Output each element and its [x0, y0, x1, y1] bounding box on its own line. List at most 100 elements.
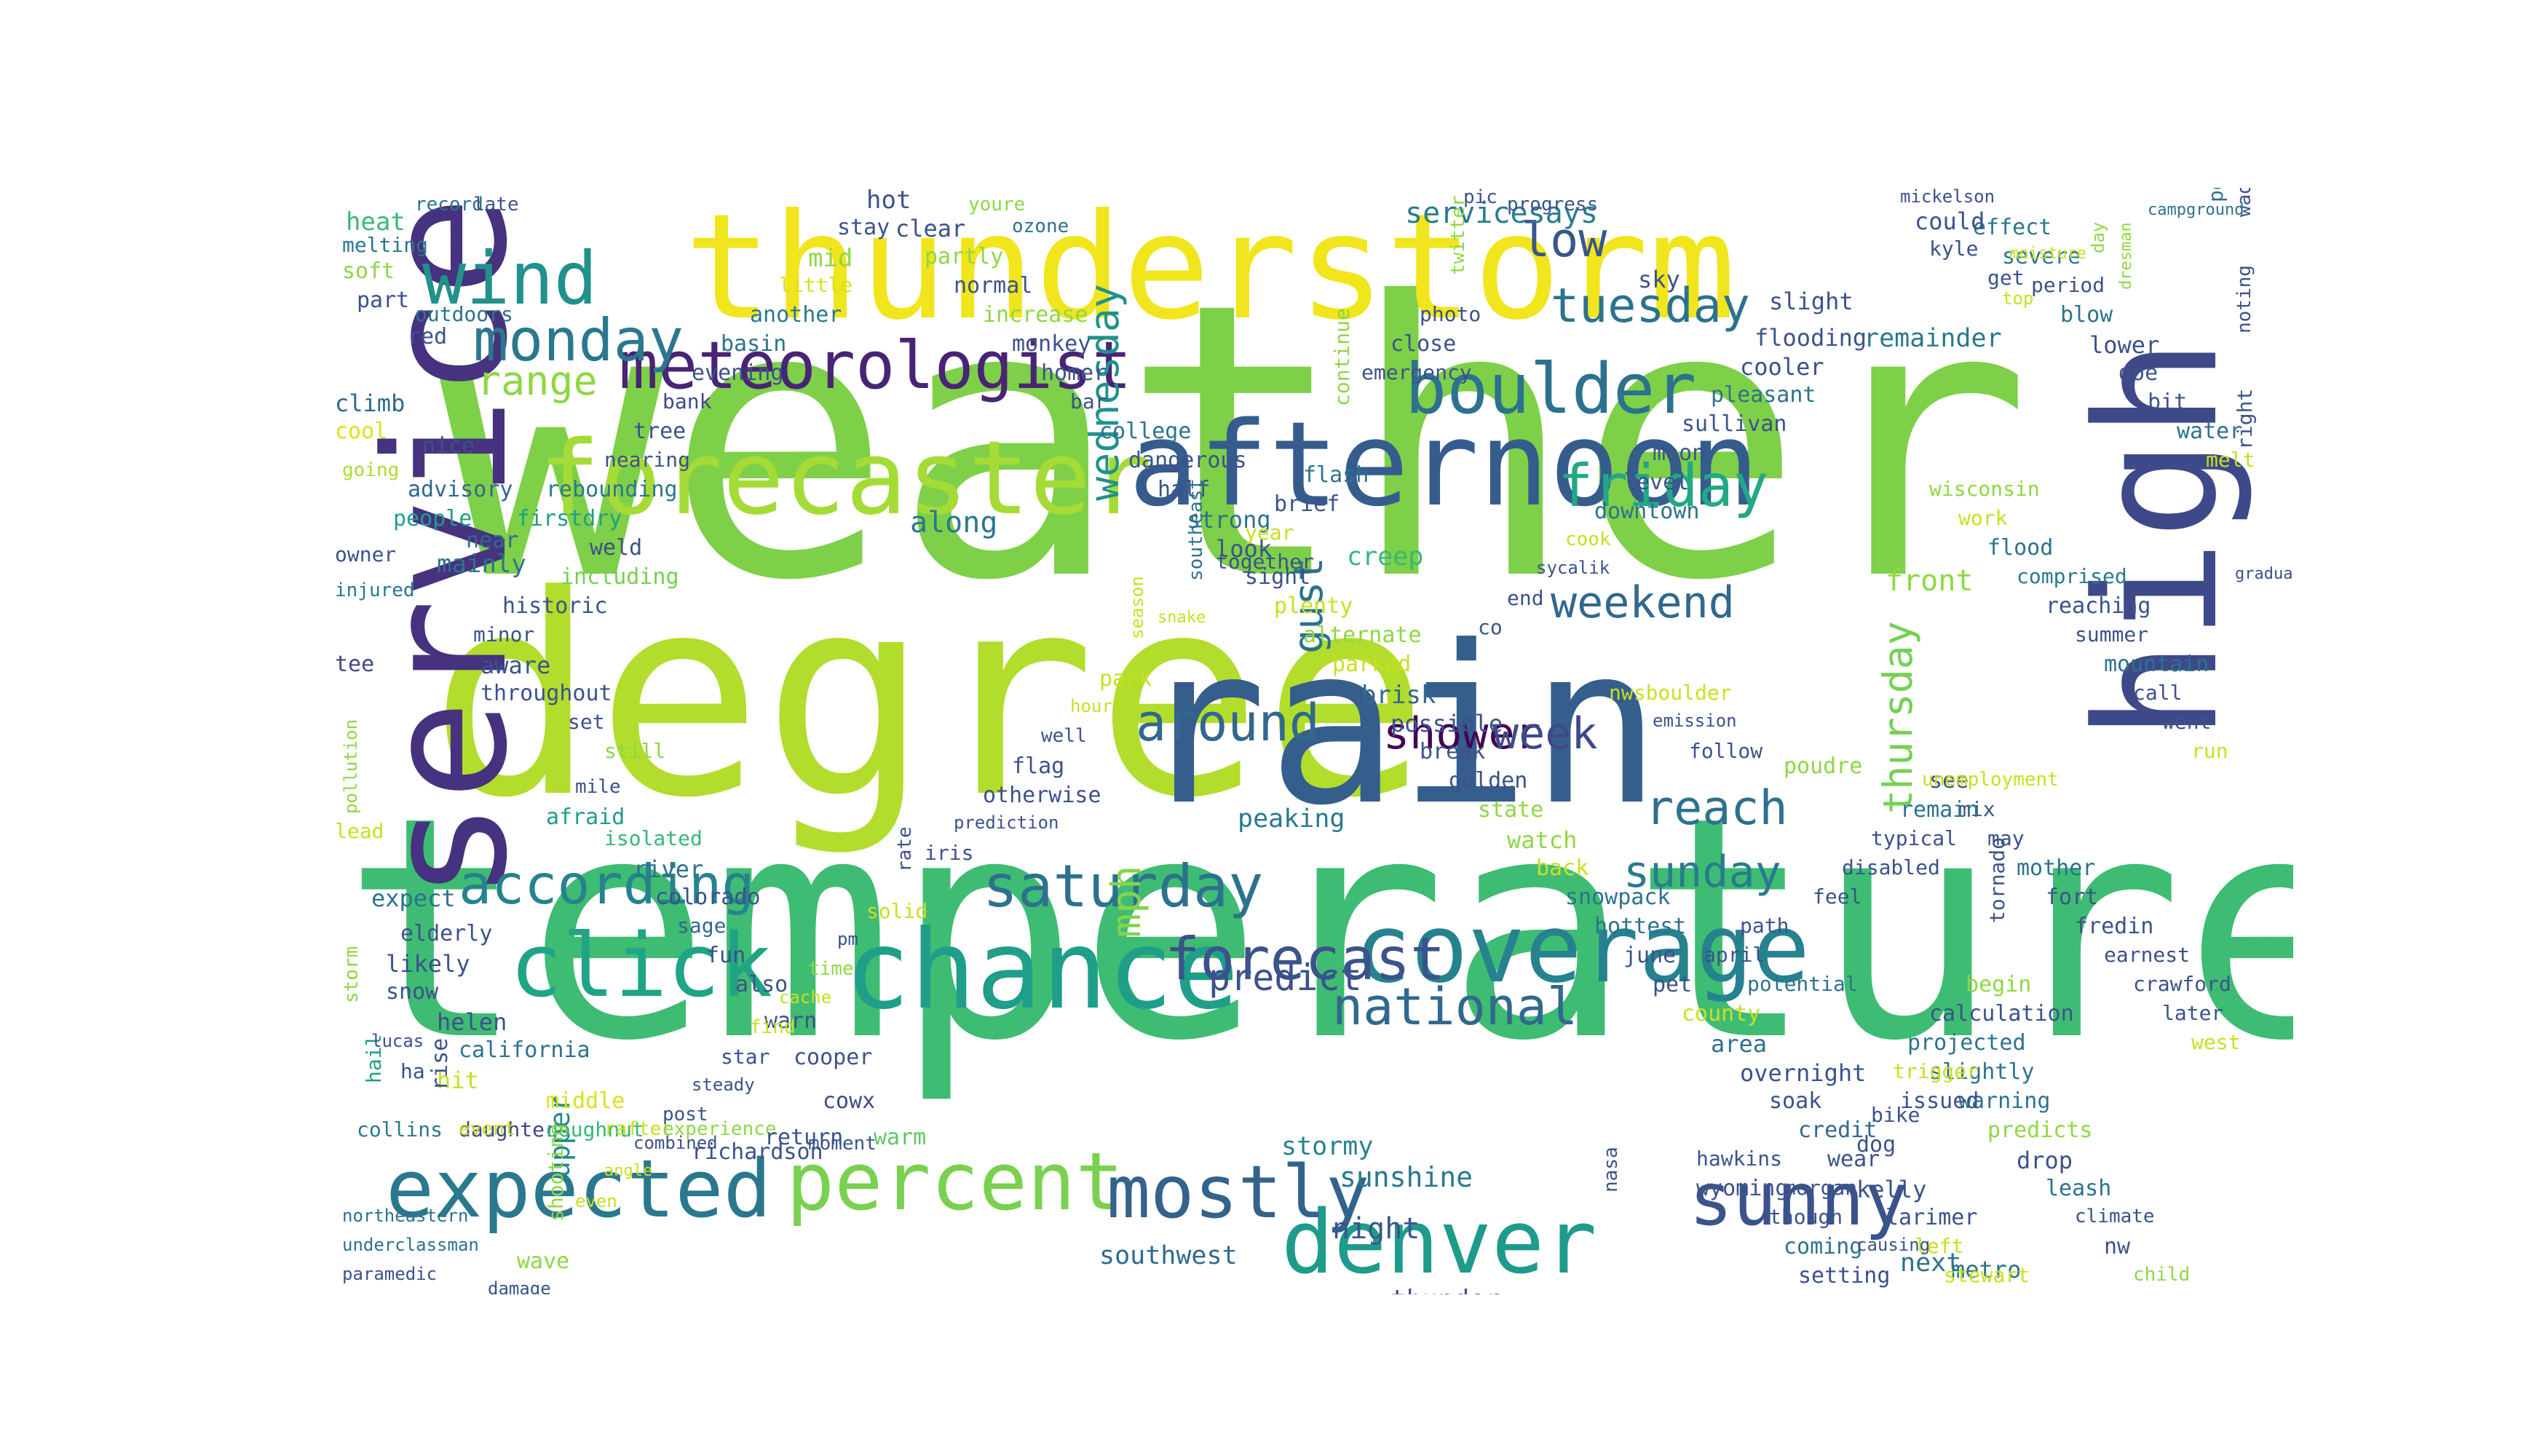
word-nearing: nearing — [604, 448, 691, 472]
word-increase: increase — [983, 302, 1088, 328]
word-also: also — [735, 972, 788, 997]
word-afraid: afraid — [546, 804, 625, 830]
word-along: along — [910, 506, 998, 539]
word-crawford: crawford — [2133, 972, 2231, 996]
word-heat: heat — [346, 207, 405, 237]
word-snowpack: snowpack — [1565, 885, 1671, 910]
word-progress: progress — [1507, 194, 1599, 215]
word-pm: pm — [837, 929, 858, 949]
word-helen: helen — [437, 1008, 507, 1036]
word-sage: sage — [677, 914, 727, 938]
word-event: event — [459, 1118, 516, 1140]
word-daughter: daughter — [459, 1117, 557, 1142]
word-hit: hit — [437, 1067, 479, 1094]
word-afternoon: afternoon — [1128, 396, 1760, 532]
word-click: click — [510, 916, 773, 1017]
word-typical: typical — [1871, 826, 1958, 850]
word-firstdry: firstdry — [517, 506, 622, 531]
word-collins: collins — [357, 1117, 443, 1142]
word-fort: fort — [2046, 885, 2099, 910]
word-warm: warm — [874, 1125, 927, 1150]
word-strong: strong — [1187, 506, 1271, 534]
word-fredin: fredin — [2075, 914, 2154, 939]
word-ha: ha — [400, 1059, 425, 1083]
word-went: went — [2162, 710, 2212, 734]
word-comprised: comprised — [2017, 564, 2127, 588]
word-metro: metro — [1951, 1256, 2022, 1283]
word-lower: lower — [2089, 331, 2160, 359]
word-water: water — [2177, 419, 2243, 444]
word-pic: pic — [1463, 188, 1497, 208]
word-historic: historic — [502, 593, 608, 619]
word-photo: photo — [1420, 302, 1481, 326]
word-post: post — [662, 1104, 708, 1125]
word-stay: stay — [837, 215, 890, 240]
word-weld: weld — [590, 535, 643, 561]
word-brisk: brisk — [1361, 681, 1436, 710]
word-issued: issued — [1900, 1088, 1979, 1114]
word-dog: dog — [1856, 1132, 1896, 1158]
word-brief: brief — [1274, 491, 1340, 517]
word-shooting: shooting — [544, 1123, 568, 1222]
word-cool: cool — [335, 419, 388, 444]
word-expect: expect — [371, 885, 456, 912]
word-setting: setting — [1798, 1263, 1891, 1289]
word-morgan: morgan — [1784, 1176, 1858, 1200]
word-find: find — [750, 1016, 796, 1038]
word-monkey: monkey — [1012, 331, 1091, 357]
word-close: close — [1390, 331, 1457, 357]
word-national: national — [1332, 977, 1578, 1037]
word-combined: combined — [633, 1133, 718, 1153]
word-later: later — [2162, 1001, 2224, 1025]
word-state: state — [1478, 797, 1544, 823]
word-kelly: kelly — [1856, 1176, 1927, 1203]
word-outdoors: outdoors — [415, 302, 513, 326]
word-path: path — [1740, 914, 1789, 938]
word-set: set — [568, 710, 605, 734]
word-underclassman: underclassman — [342, 1235, 479, 1255]
word-mix: mix — [1958, 797, 1995, 821]
word-forecaster: forecaster — [539, 419, 1152, 538]
word-summer: summer — [2075, 622, 2149, 646]
word-minor: minor — [473, 622, 535, 646]
word-effect: effect — [1973, 215, 2052, 240]
word-thunderstorm: thunderstorm — [684, 188, 1736, 352]
word-around: around — [1136, 693, 1320, 753]
word-california: california — [459, 1037, 590, 1063]
word-colorado: colorado — [655, 885, 761, 910]
word-earnest: earnest — [2104, 943, 2191, 967]
word-flash: flash — [1303, 462, 1369, 488]
word-richardson: richardson — [692, 1139, 823, 1165]
word-coverage: coverage — [1354, 893, 1811, 1004]
word-mountain: mountain — [2104, 652, 2209, 677]
word-evening: evening — [692, 360, 784, 386]
word-cook: cook — [1565, 529, 1611, 550]
word-monday: monday — [473, 306, 684, 374]
word-doe: doe — [2118, 360, 2159, 386]
word-mainly: mainly — [437, 550, 526, 579]
word-april: april — [1704, 943, 1765, 967]
word-college: college — [1099, 419, 1192, 444]
word-begin: begin — [1966, 972, 2032, 997]
word-mph: mph — [1103, 865, 1150, 938]
word-blow: blow — [2060, 302, 2113, 328]
word-county: county — [1682, 1001, 1761, 1026]
word-youre: youre — [968, 194, 1026, 215]
word-break: break — [1420, 739, 1486, 764]
word-drop: drop — [2017, 1147, 2073, 1174]
word-soak: soak — [1769, 1088, 1822, 1114]
word-peaking: peaking — [1238, 804, 1345, 834]
word-fun: fun — [706, 943, 746, 968]
word-plenty: plenty — [1274, 593, 1353, 619]
word-doughnut: doughnut — [546, 1117, 644, 1142]
word-tee: tee — [335, 652, 375, 677]
word-reaching: reaching — [2046, 593, 2151, 619]
word-half: half — [1158, 477, 1211, 502]
word-flood: flood — [1987, 535, 2054, 561]
word-wear: wear — [1827, 1147, 1880, 1172]
word-clear: clear — [895, 215, 966, 242]
word-part: part — [357, 288, 410, 313]
word-could: could — [1915, 207, 1985, 235]
word-another: another — [750, 302, 842, 328]
word-park: park — [1099, 666, 1152, 692]
